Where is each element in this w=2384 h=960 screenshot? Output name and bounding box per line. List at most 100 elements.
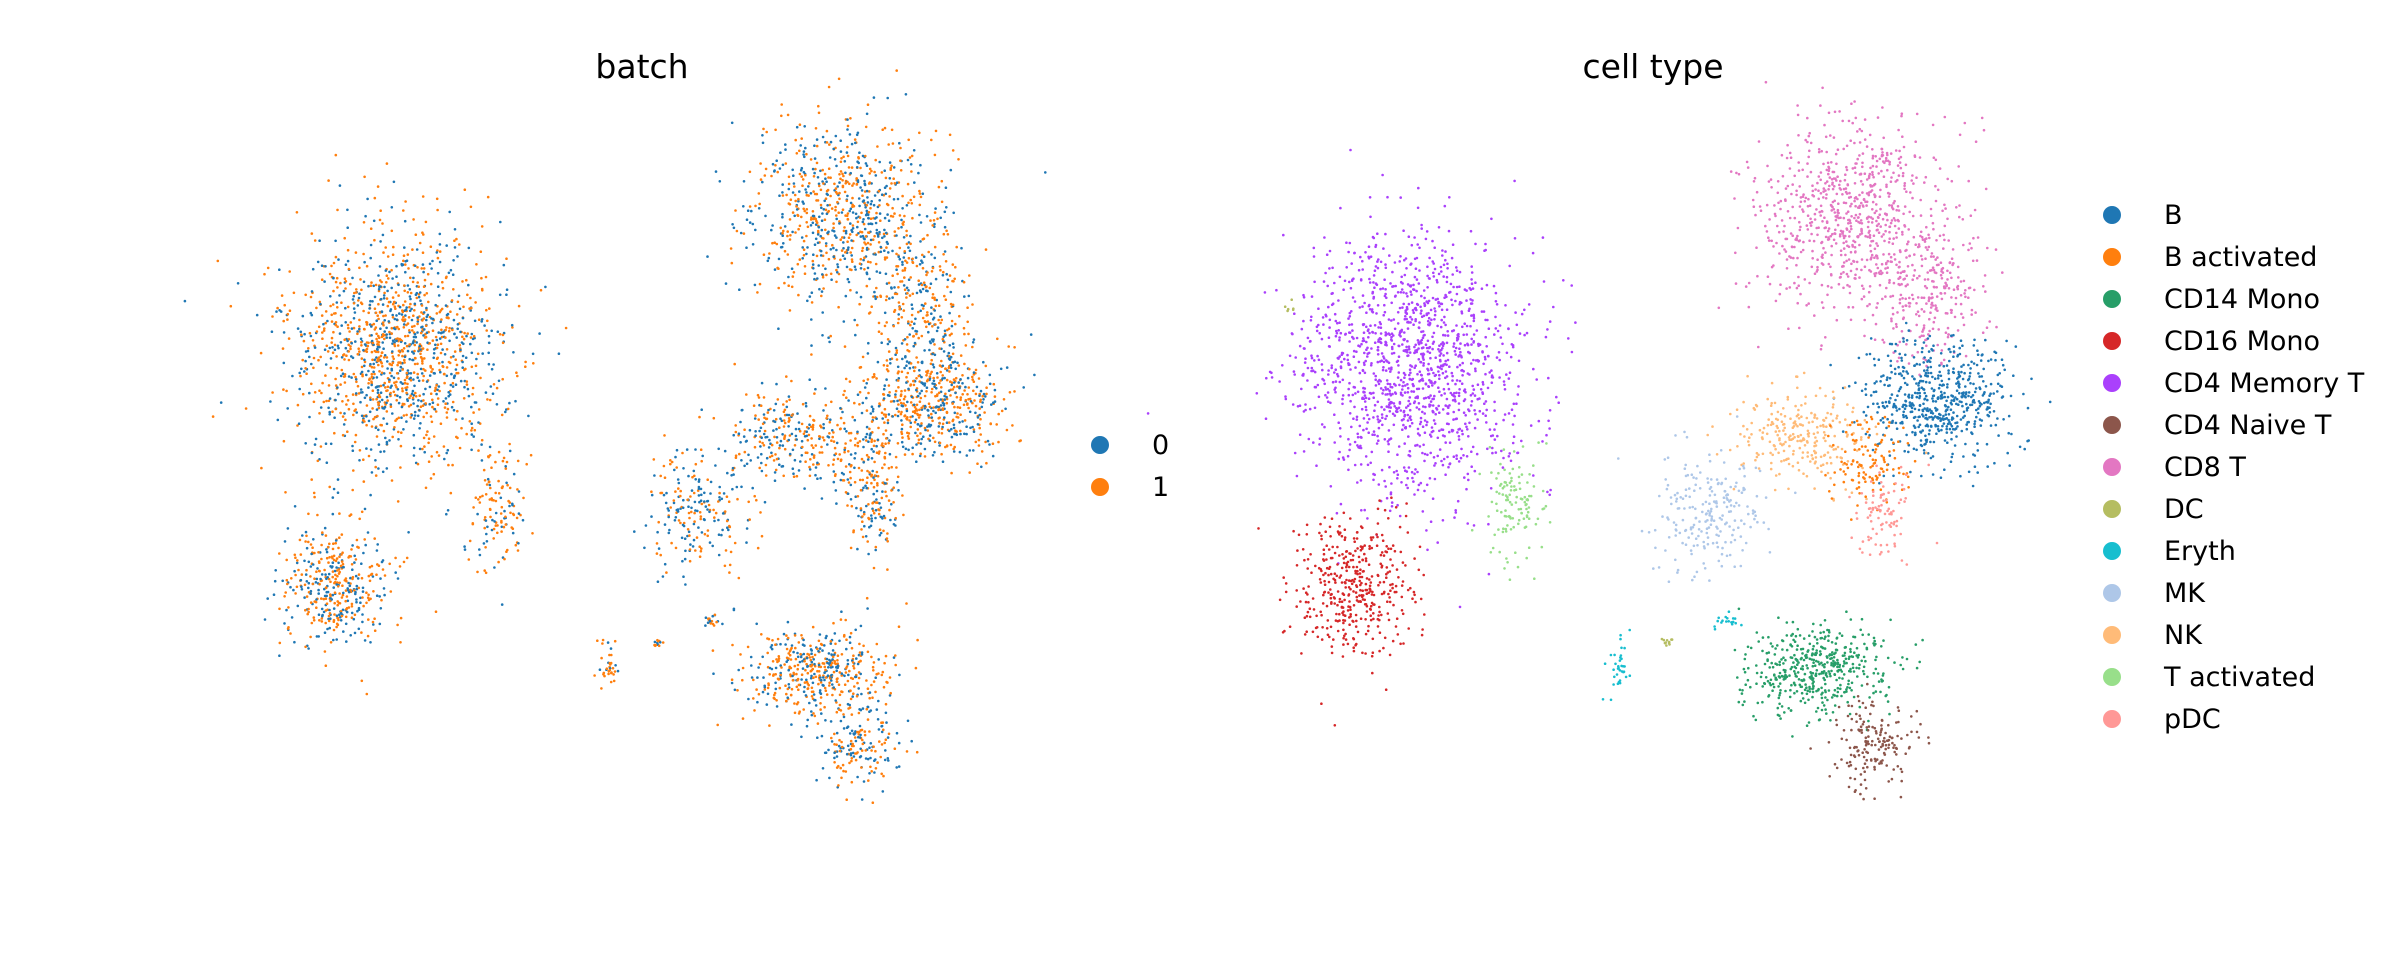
batch-point — [869, 238, 873, 242]
batch-point — [682, 575, 685, 578]
batch-point — [428, 342, 432, 345]
batch-point — [800, 454, 804, 457]
batch-point — [686, 498, 689, 502]
batch-point — [293, 505, 297, 508]
batch-point — [395, 339, 398, 343]
batch-point — [943, 329, 947, 333]
batch-point — [310, 552, 313, 556]
batch-point — [385, 395, 389, 399]
batch-point — [958, 450, 962, 454]
batch-point — [872, 661, 876, 664]
cell-type-scatter-points — [1146, 80, 2052, 801]
batch-point — [377, 341, 381, 344]
batch-point — [851, 260, 854, 264]
batch-point — [784, 148, 787, 151]
batch-point — [814, 675, 818, 679]
batch-point — [831, 649, 835, 652]
batch-point — [813, 392, 816, 395]
batch-point — [821, 276, 825, 279]
batch-point — [850, 780, 854, 784]
batch-point — [933, 256, 937, 260]
batch-point — [446, 509, 450, 512]
batch-point — [369, 641, 372, 644]
batch-point — [945, 206, 948, 209]
batch-point — [754, 414, 757, 417]
batch-point — [396, 500, 400, 503]
batch-point — [374, 311, 378, 315]
batch-point — [889, 691, 892, 695]
batch-point — [832, 230, 836, 233]
batch-point — [564, 326, 568, 330]
batch-point — [907, 201, 910, 205]
batch-point — [886, 342, 890, 346]
batch-point — [373, 358, 377, 362]
batch-point — [913, 341, 917, 345]
batch-point — [402, 318, 406, 322]
batch-point — [370, 281, 373, 284]
batch-point — [408, 305, 411, 309]
batch-point — [426, 348, 429, 352]
batch-point — [849, 676, 853, 680]
batch-point — [331, 556, 334, 560]
batch-point — [672, 501, 676, 505]
batch-point — [850, 258, 854, 261]
batch-point — [898, 307, 901, 311]
batch-point — [338, 581, 342, 585]
batch-point — [478, 495, 482, 499]
batch-point — [797, 683, 801, 687]
batch-point — [344, 306, 347, 310]
batch-point — [482, 468, 486, 472]
batch-point — [436, 388, 439, 392]
batch-point — [397, 361, 400, 364]
batch-point — [453, 246, 457, 249]
batch-point — [350, 341, 354, 345]
batch-point — [800, 166, 804, 170]
batch-point — [864, 162, 868, 165]
batch-point — [435, 383, 438, 387]
batch-point — [844, 442, 847, 445]
batch-point — [895, 252, 898, 256]
batch-point — [285, 578, 289, 582]
batch-point — [462, 337, 466, 341]
batch-point — [385, 442, 389, 446]
batch-point — [442, 372, 446, 376]
batch-point — [358, 517, 362, 521]
batch-point — [873, 478, 876, 482]
batch-point — [903, 338, 907, 341]
batch-point — [956, 416, 960, 419]
batch-point — [803, 487, 806, 490]
batch-point — [826, 435, 829, 438]
batch-point — [810, 690, 814, 694]
batch-point — [930, 391, 933, 394]
batch-point — [922, 304, 925, 308]
batch-point — [397, 283, 400, 287]
batch-point — [396, 623, 399, 627]
batch-point — [913, 411, 917, 415]
batch-point — [344, 280, 348, 283]
batch-point — [897, 625, 901, 628]
batch-point — [815, 161, 819, 165]
batch-point — [896, 480, 899, 484]
batch-point — [773, 479, 777, 483]
batch-point — [403, 246, 406, 249]
batch-point — [815, 221, 819, 224]
batch-point — [785, 634, 788, 637]
batch-point — [319, 577, 322, 581]
batch-point — [596, 639, 599, 642]
batch-point — [409, 376, 413, 380]
batch-point — [959, 396, 963, 399]
batch-point — [362, 280, 366, 284]
batch-point — [868, 277, 871, 281]
batch-point — [833, 653, 836, 656]
batch-point — [382, 294, 386, 297]
batch-point — [698, 511, 702, 514]
batch-point — [392, 428, 396, 431]
batch-point — [408, 357, 412, 361]
batch-point — [395, 417, 399, 421]
batch-point — [855, 183, 859, 186]
batch-point — [905, 234, 908, 237]
batch-point — [882, 232, 886, 236]
batch-point — [952, 426, 956, 430]
batch-point — [323, 568, 326, 572]
batch-point — [426, 341, 429, 345]
